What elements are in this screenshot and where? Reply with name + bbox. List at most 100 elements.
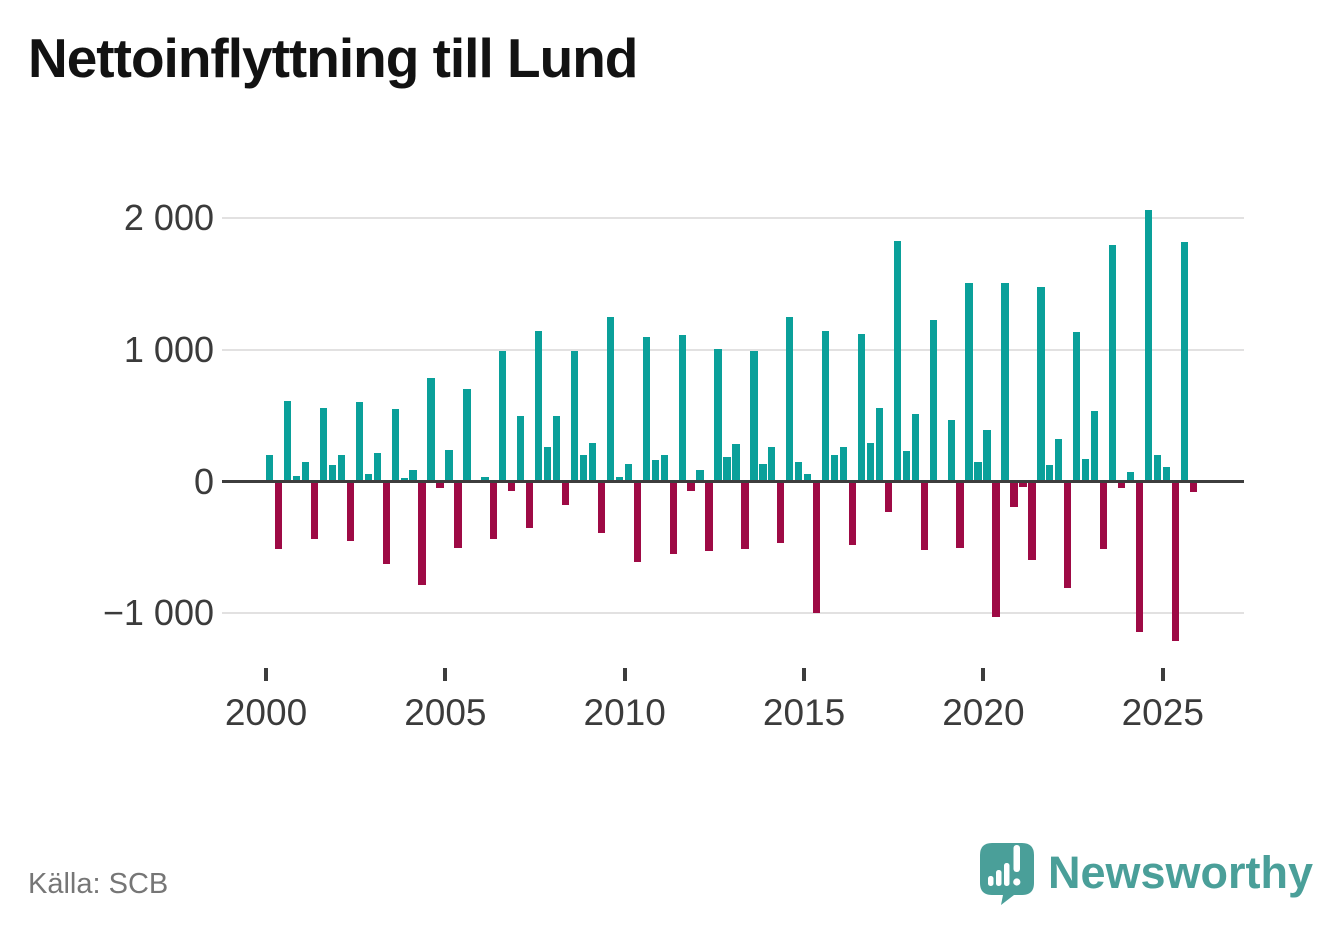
bar-2020-q4 [1010, 481, 1018, 508]
newsworthy-logo: Newsworthy [980, 843, 1313, 907]
y-tick-label-1000: 1 000 [123, 328, 214, 370]
bar-2016-q1 [839, 446, 848, 482]
bar-2017-q2 [884, 481, 893, 512]
bar-2014-q1 [768, 447, 776, 482]
bar-2008-q4 [579, 454, 588, 482]
bar-2008-q1 [552, 416, 561, 482]
bar-2013-q2 [741, 481, 749, 549]
bar-2011-q1 [660, 455, 668, 482]
x-tick-2005 [443, 668, 448, 681]
gridline-2000 [222, 217, 1244, 220]
bar-2010-q4 [651, 459, 659, 482]
bar-2018-q3 [929, 320, 937, 482]
bar-2010-q3 [642, 337, 650, 482]
bar-2002-q4 [364, 473, 372, 482]
bar-2022-q2 [1064, 481, 1072, 589]
bar-2001-q1 [301, 461, 310, 482]
bar-2000-q1 [266, 454, 274, 482]
bar-2013-q4 [759, 464, 767, 482]
bar-2004-q3 [427, 377, 435, 482]
bar-2021-q3 [1037, 287, 1045, 482]
bar-2019-q2 [956, 481, 964, 548]
bar-2021-q2 [1028, 481, 1036, 560]
bar-2002-q1 [337, 455, 346, 482]
x-tick-label-2005: 2005 [404, 692, 487, 733]
bar-2003-q1 [373, 452, 381, 482]
bar-2007-q2 [526, 481, 534, 528]
bar-2016-q4 [866, 442, 875, 482]
zero-axis-line [222, 480, 1244, 483]
bar-2009-q2 [597, 481, 606, 533]
bar-2018-q1 [911, 413, 919, 482]
bar-2004-q1 [409, 470, 417, 482]
bar-2008-q3 [570, 351, 579, 482]
bar-2025-q2 [1171, 481, 1180, 642]
gridline--1000 [222, 612, 1244, 615]
x-tick-label-2025: 2025 [1121, 692, 1204, 733]
bar-2011-q3 [678, 335, 686, 482]
bar-2016-q3 [857, 334, 866, 482]
y-tick-label--1000: −1 000 [102, 592, 214, 634]
bar-2023-q4 [1117, 481, 1126, 489]
bar-2017-q4 [902, 451, 910, 482]
bar-2025-q3 [1180, 241, 1188, 482]
x-tick-2020 [981, 668, 986, 681]
newsworthy-bubble-icon [980, 843, 1034, 905]
bar-2006-q3 [499, 351, 507, 482]
bar-2006-q1 [481, 476, 489, 482]
bar-2012-q1 [696, 470, 704, 482]
bar-2002-q3 [355, 401, 363, 482]
bar-2017-q3 [893, 240, 902, 482]
bar-2001-q3 [319, 408, 328, 482]
bar-2011-q2 [669, 481, 677, 554]
bar-2011-q4 [687, 481, 695, 491]
gridline-1000 [222, 348, 1244, 351]
bar-2023-q2 [1099, 481, 1108, 549]
bar-2006-q4 [508, 481, 516, 491]
y-tick-label-0: 0 [193, 460, 214, 502]
bar-2022-q4 [1082, 459, 1090, 482]
bar-2014-q3 [786, 317, 794, 482]
bar-2010-q1 [624, 464, 632, 482]
bar-2022-q3 [1073, 332, 1081, 482]
chart-title: Nettoinflyttning till Lund [28, 27, 638, 89]
x-tick-2010 [622, 668, 627, 681]
source-note: Källa: SCB [28, 868, 169, 900]
bar-2020-q1 [983, 430, 991, 482]
bar-2025-q4 [1189, 481, 1197, 493]
x-tick-2015 [802, 668, 807, 681]
bar-2020-q3 [1001, 283, 1009, 482]
bar-2023-q1 [1091, 411, 1099, 482]
bar-2000-q2 [274, 481, 283, 549]
bar-2001-q4 [328, 465, 337, 482]
bar-2005-q3 [463, 388, 471, 482]
bar-2019-q4 [974, 462, 982, 482]
bar-2005-q1 [445, 449, 453, 482]
bar-2019-q1 [947, 419, 955, 482]
x-tick-2025 [1160, 668, 1165, 681]
bar-2024-q3 [1144, 210, 1153, 482]
bar-2015-q2 [813, 481, 821, 614]
bar-2020-q2 [992, 481, 1000, 618]
bar-2006-q2 [490, 481, 498, 539]
bar-2009-q4 [615, 476, 624, 482]
bar-2012-q3 [714, 348, 722, 482]
bar-2012-q2 [705, 481, 713, 552]
bar-2004-q2 [418, 481, 426, 586]
bar-2013-q1 [732, 443, 740, 482]
bar-2000-q3 [283, 401, 292, 482]
bar-2003-q2 [382, 481, 390, 564]
bar-2015-q3 [821, 331, 830, 482]
bar-2003-q4 [400, 477, 408, 482]
x-tick-2000 [264, 668, 268, 681]
bar-2015-q4 [830, 455, 839, 482]
bar-2000-q4 [292, 475, 301, 482]
bar-2021-q4 [1046, 465, 1054, 482]
y-tick-label-2000: 2 000 [123, 197, 214, 239]
bar-2007-q3 [535, 331, 543, 482]
bar-2024-q1 [1126, 472, 1135, 482]
newsworthy-wordmark: Newsworthy [1048, 847, 1314, 898]
bar-2024-q4 [1153, 454, 1162, 482]
bar-2009-q3 [606, 317, 615, 482]
